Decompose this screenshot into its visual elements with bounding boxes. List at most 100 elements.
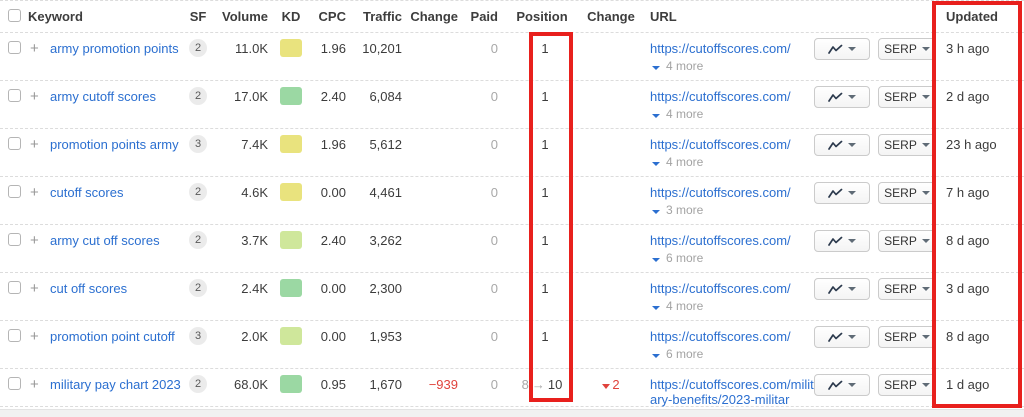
col-header-traffic[interactable]: Traffic xyxy=(362,9,402,24)
position-chart-button[interactable] xyxy=(814,326,870,348)
col-header-cpc[interactable]: CPC xyxy=(318,9,346,24)
serp-button[interactable]: SERP xyxy=(878,230,936,252)
sf-cell: 2 xyxy=(186,231,210,249)
position-chart-button[interactable] xyxy=(814,374,870,396)
url-link[interactable]: https://cutoffscores.com/ xyxy=(650,89,791,104)
url-cell: https://cutoffscores.com/military-benefi… xyxy=(644,377,814,407)
updated-cell: 3 h ago xyxy=(946,41,990,56)
serp-button[interactable]: SERP xyxy=(878,326,936,348)
url-link[interactable]: https://cutoffscores.com/ xyxy=(650,185,791,200)
col-header-traffic-change[interactable]: Change xyxy=(410,9,458,24)
row-checkbox[interactable] xyxy=(8,137,21,150)
row-checkbox-cell xyxy=(0,89,28,105)
chevron-down-icon xyxy=(848,239,856,243)
row-checkbox[interactable] xyxy=(8,281,21,294)
traffic-cell: 1,953 xyxy=(369,329,402,344)
col-header-kd[interactable]: KD xyxy=(281,9,301,24)
row-checkbox[interactable] xyxy=(8,41,21,54)
url-more-toggle[interactable]: 4 more xyxy=(650,155,814,170)
keyword-link[interactable]: cut off scores xyxy=(50,281,128,296)
sf-cell: 2 xyxy=(186,87,210,105)
position-cell: 8 → 10 xyxy=(506,377,578,392)
row-checkbox[interactable] xyxy=(8,377,21,390)
line-chart-icon xyxy=(828,92,843,102)
row-checkbox[interactable] xyxy=(8,329,21,342)
col-header-updated[interactable]: Updated xyxy=(946,9,998,24)
line-chart-icon xyxy=(828,44,843,54)
position-chart-button[interactable] xyxy=(814,182,870,204)
volume-cell: 2.4K xyxy=(241,281,268,296)
serp-button[interactable]: SERP xyxy=(878,86,936,108)
col-header-position-change[interactable]: Change xyxy=(587,9,635,24)
traffic-cell: 6,084 xyxy=(369,89,402,104)
serp-button[interactable]: SERP xyxy=(878,38,936,60)
select-all-checkbox[interactable] xyxy=(8,8,21,22)
horizontal-scrollbar[interactable] xyxy=(0,409,1024,417)
serp-button[interactable]: SERP xyxy=(878,278,936,300)
col-header-paid[interactable]: Paid xyxy=(470,9,498,24)
position-chart-button[interactable] xyxy=(814,278,870,300)
updated-cell: 2 d ago xyxy=(946,89,990,104)
kd-cell xyxy=(268,39,314,57)
position-value: 1 xyxy=(541,185,549,200)
row-checkbox[interactable] xyxy=(8,233,21,246)
keyword-link[interactable]: military pay chart 2023 xyxy=(50,377,181,392)
position-chart-button[interactable] xyxy=(814,134,870,156)
col-header-volume[interactable]: Volume xyxy=(222,9,268,24)
keyword-link[interactable]: army promotion points xyxy=(50,41,179,56)
position-chart-button[interactable] xyxy=(814,230,870,252)
plus-icon[interactable]: + xyxy=(30,232,39,249)
plus-icon[interactable]: + xyxy=(30,280,39,297)
plus-icon[interactable]: + xyxy=(30,40,39,57)
url-more-toggle[interactable]: 6 more xyxy=(650,347,814,362)
url-link[interactable]: https://cutoffscores.com/ xyxy=(650,137,791,152)
serp-cell: SERP xyxy=(876,38,938,60)
row-checkbox-cell xyxy=(0,377,28,393)
serp-button[interactable]: SERP xyxy=(878,374,936,396)
col-header-sf[interactable]: SF xyxy=(189,9,207,24)
keyword-link[interactable]: army cutoff scores xyxy=(50,89,156,104)
cpc-cell: 0.00 xyxy=(320,185,346,200)
url-more-toggle[interactable]: 4 more xyxy=(650,107,814,122)
position-cell: 1 xyxy=(506,233,578,248)
keyword-link[interactable]: promotion point cutoff xyxy=(50,329,175,344)
plus-icon[interactable]: + xyxy=(30,136,39,153)
url-link[interactable]: https://cutoffscores.com/military-benefi… xyxy=(650,377,814,407)
url-more-toggle[interactable]: 4 more xyxy=(650,299,814,314)
traffic-change-cell: −939 xyxy=(428,377,458,392)
serp-button[interactable]: SERP xyxy=(878,182,936,204)
keyword-link[interactable]: promotion points army xyxy=(50,137,179,152)
col-header-url[interactable]: URL xyxy=(650,9,677,24)
url-link[interactable]: https://cutoffscores.com/ xyxy=(650,41,791,56)
row-checkbox[interactable] xyxy=(8,185,21,198)
plus-icon[interactable]: + xyxy=(30,88,39,105)
url-more-toggle[interactable]: 4 more xyxy=(650,59,814,74)
url-link[interactable]: https://cutoffscores.com/ xyxy=(650,329,791,344)
serp-button-label: SERP xyxy=(884,186,917,200)
url-link[interactable]: https://cutoffscores.com/ xyxy=(650,233,791,248)
line-chart-icon xyxy=(828,188,843,198)
chevron-down-icon xyxy=(921,239,930,243)
chart-cell xyxy=(814,374,876,396)
position-chart-button[interactable] xyxy=(814,86,870,108)
add-cell: + xyxy=(28,41,50,56)
position-chart-button[interactable] xyxy=(814,38,870,60)
traffic-cell: 4,461 xyxy=(369,185,402,200)
plus-icon[interactable]: + xyxy=(30,376,39,393)
row-checkbox[interactable] xyxy=(8,89,21,102)
keyword-link[interactable]: cutoff scores xyxy=(50,185,124,200)
add-cell: + xyxy=(28,89,50,104)
keyword-link[interactable]: army cut off scores xyxy=(50,233,160,248)
add-cell: + xyxy=(28,137,50,152)
plus-icon[interactable]: + xyxy=(30,184,39,201)
keyword-cell: cut off scores xyxy=(50,281,186,296)
url-link[interactable]: https://cutoffscores.com/ xyxy=(650,281,791,296)
chevron-down-icon xyxy=(921,95,930,99)
url-more-toggle[interactable]: 3 more xyxy=(650,203,814,218)
serp-button[interactable]: SERP xyxy=(878,134,936,156)
col-header-keyword[interactable]: Keyword xyxy=(28,9,83,24)
col-header-position[interactable]: Position xyxy=(516,9,568,24)
url-more-toggle[interactable]: 6 more xyxy=(650,251,814,266)
plus-icon[interactable]: + xyxy=(30,328,39,345)
position-cell: 1 xyxy=(506,137,578,152)
